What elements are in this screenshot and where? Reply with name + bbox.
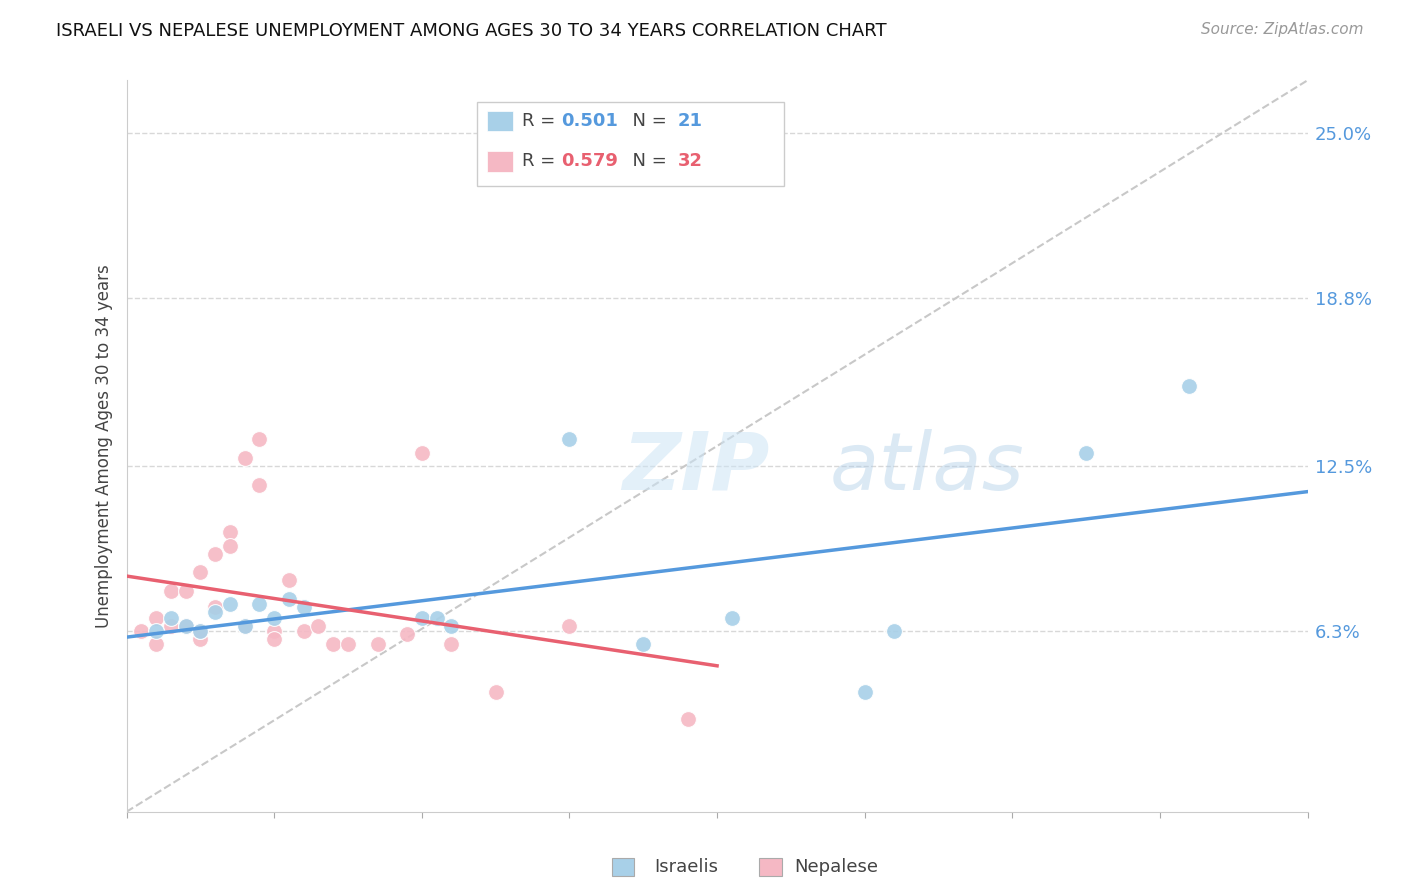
Point — [160, 610, 183, 624]
Point — [883, 624, 905, 638]
Point — [853, 685, 876, 699]
Text: ISRAELI VS NEPALESE UNEMPLOYMENT AMONG AGES 30 TO 34 YEARS CORRELATION CHART: ISRAELI VS NEPALESE UNEMPLOYMENT AMONG A… — [56, 22, 887, 40]
Text: 0.579: 0.579 — [561, 153, 619, 170]
Point — [204, 599, 226, 614]
Point — [558, 433, 581, 447]
Point — [233, 618, 256, 632]
Point — [263, 624, 285, 638]
Point — [411, 445, 433, 459]
Text: R =: R = — [522, 153, 561, 170]
Y-axis label: Unemployment Among Ages 30 to 34 years: Unemployment Among Ages 30 to 34 years — [94, 264, 112, 628]
Text: N =: N = — [621, 112, 673, 130]
Point — [676, 712, 699, 726]
Point — [129, 624, 153, 638]
Point — [174, 584, 197, 599]
Point — [249, 477, 271, 491]
Text: 21: 21 — [678, 112, 703, 130]
Text: Source: ZipAtlas.com: Source: ZipAtlas.com — [1201, 22, 1364, 37]
Text: ZIP: ZIP — [623, 429, 770, 507]
Point — [1178, 379, 1201, 393]
Point — [219, 597, 242, 611]
Point — [337, 637, 360, 651]
Point — [292, 624, 315, 638]
Text: 0.501: 0.501 — [561, 112, 619, 130]
FancyBboxPatch shape — [477, 103, 785, 186]
Point — [440, 637, 463, 651]
Point — [145, 624, 167, 638]
FancyBboxPatch shape — [486, 111, 513, 131]
Point — [233, 618, 256, 632]
Text: Nepalese: Nepalese — [794, 858, 879, 876]
Point — [263, 610, 285, 624]
Point — [174, 618, 197, 632]
Point — [1076, 445, 1098, 459]
Point — [396, 626, 419, 640]
Point — [558, 618, 581, 632]
Point — [307, 618, 329, 632]
Point — [322, 637, 344, 651]
FancyBboxPatch shape — [486, 152, 513, 171]
Text: Israelis: Israelis — [654, 858, 718, 876]
Text: N =: N = — [621, 153, 673, 170]
Text: R =: R = — [522, 112, 561, 130]
Point — [188, 566, 212, 580]
Point — [174, 618, 197, 632]
Point — [440, 618, 463, 632]
Point — [263, 632, 285, 646]
Text: atlas: atlas — [830, 429, 1024, 507]
Point — [219, 539, 242, 553]
Text: 32: 32 — [678, 153, 703, 170]
Point — [188, 624, 212, 638]
Point — [249, 597, 271, 611]
Point — [160, 584, 183, 599]
Point — [278, 574, 301, 588]
Point — [633, 637, 655, 651]
Point — [411, 610, 433, 624]
Point — [367, 637, 389, 651]
Point — [249, 433, 271, 447]
Point — [292, 599, 315, 614]
Point — [426, 610, 449, 624]
Point — [219, 525, 242, 540]
Point — [145, 610, 167, 624]
Point — [188, 624, 212, 638]
Point — [145, 637, 167, 651]
Point — [160, 618, 183, 632]
Point — [204, 605, 226, 619]
Point — [278, 591, 301, 606]
Point — [484, 685, 508, 699]
Point — [188, 632, 212, 646]
Point — [204, 547, 226, 561]
Point — [721, 610, 744, 624]
Point — [233, 450, 256, 465]
